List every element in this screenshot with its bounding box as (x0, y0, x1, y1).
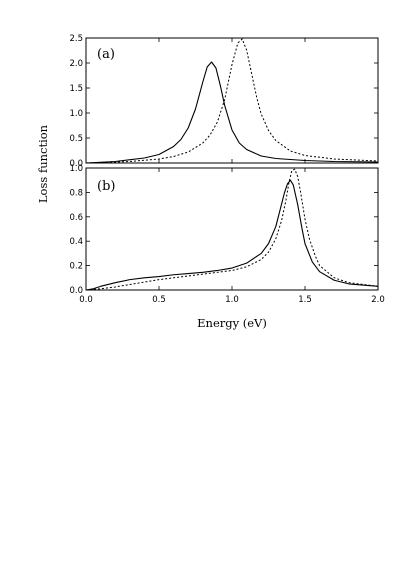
y-tick-label: 2.0 (69, 59, 83, 69)
panel-b-ticks: 0.0 0.2 0.4 0.6 0.8 1.0 0.0 0.5 1.0 1.5 2.0 (69, 164, 384, 305)
series-line-solid (85, 179, 379, 291)
panel-b: 0.0 0.2 0.4 0.6 0.8 1.0 0.0 0.5 1.0 1.5 2.0 (b) (69, 164, 384, 305)
y-tick-label: 0.2 (69, 262, 83, 272)
panel-b-frame (85, 167, 379, 291)
x-axis-title: Energy (eV) (197, 316, 267, 330)
y-tick-label: 1.0 (69, 109, 83, 119)
y-tick-label: 1.0 (69, 164, 83, 174)
panel-b-label: (b) (97, 179, 115, 194)
x-tick-label: 2.0 (371, 295, 385, 305)
series-line-dotted (85, 38, 379, 164)
x-tick-label: 0.5 (152, 295, 166, 305)
y-tick-label: 0.0 (69, 159, 83, 169)
y-tick-label: 1.5 (69, 84, 83, 94)
y-tick-label: 0.4 (69, 237, 83, 247)
series-line-solid (85, 61, 379, 164)
panel-a-series (85, 38, 379, 164)
panel-a-frame (85, 37, 379, 164)
x-tick-label: 1.0 (225, 295, 239, 305)
y-tick-label: 0.5 (69, 134, 83, 144)
x-tick-label: 1.5 (298, 295, 312, 305)
x-tick-label: 0.0 (79, 295, 93, 305)
y-tick-label: 2.5 (69, 34, 83, 44)
y-tick-label: 0.6 (69, 213, 83, 223)
panel-b-series (85, 168, 379, 291)
panel-a: 0.0 0.5 1.0 1.5 2.0 2.5 (a) (69, 34, 379, 169)
y-tick-label: 0.0 (69, 286, 83, 296)
series-line-dotted (85, 168, 379, 291)
panel-a-label: (a) (97, 47, 115, 62)
panel-a-ticks: 0.0 0.5 1.0 1.5 2.0 2.5 (69, 34, 379, 169)
y-axis-title: Loss function (36, 124, 50, 203)
y-tick-label: 0.8 (69, 188, 83, 198)
